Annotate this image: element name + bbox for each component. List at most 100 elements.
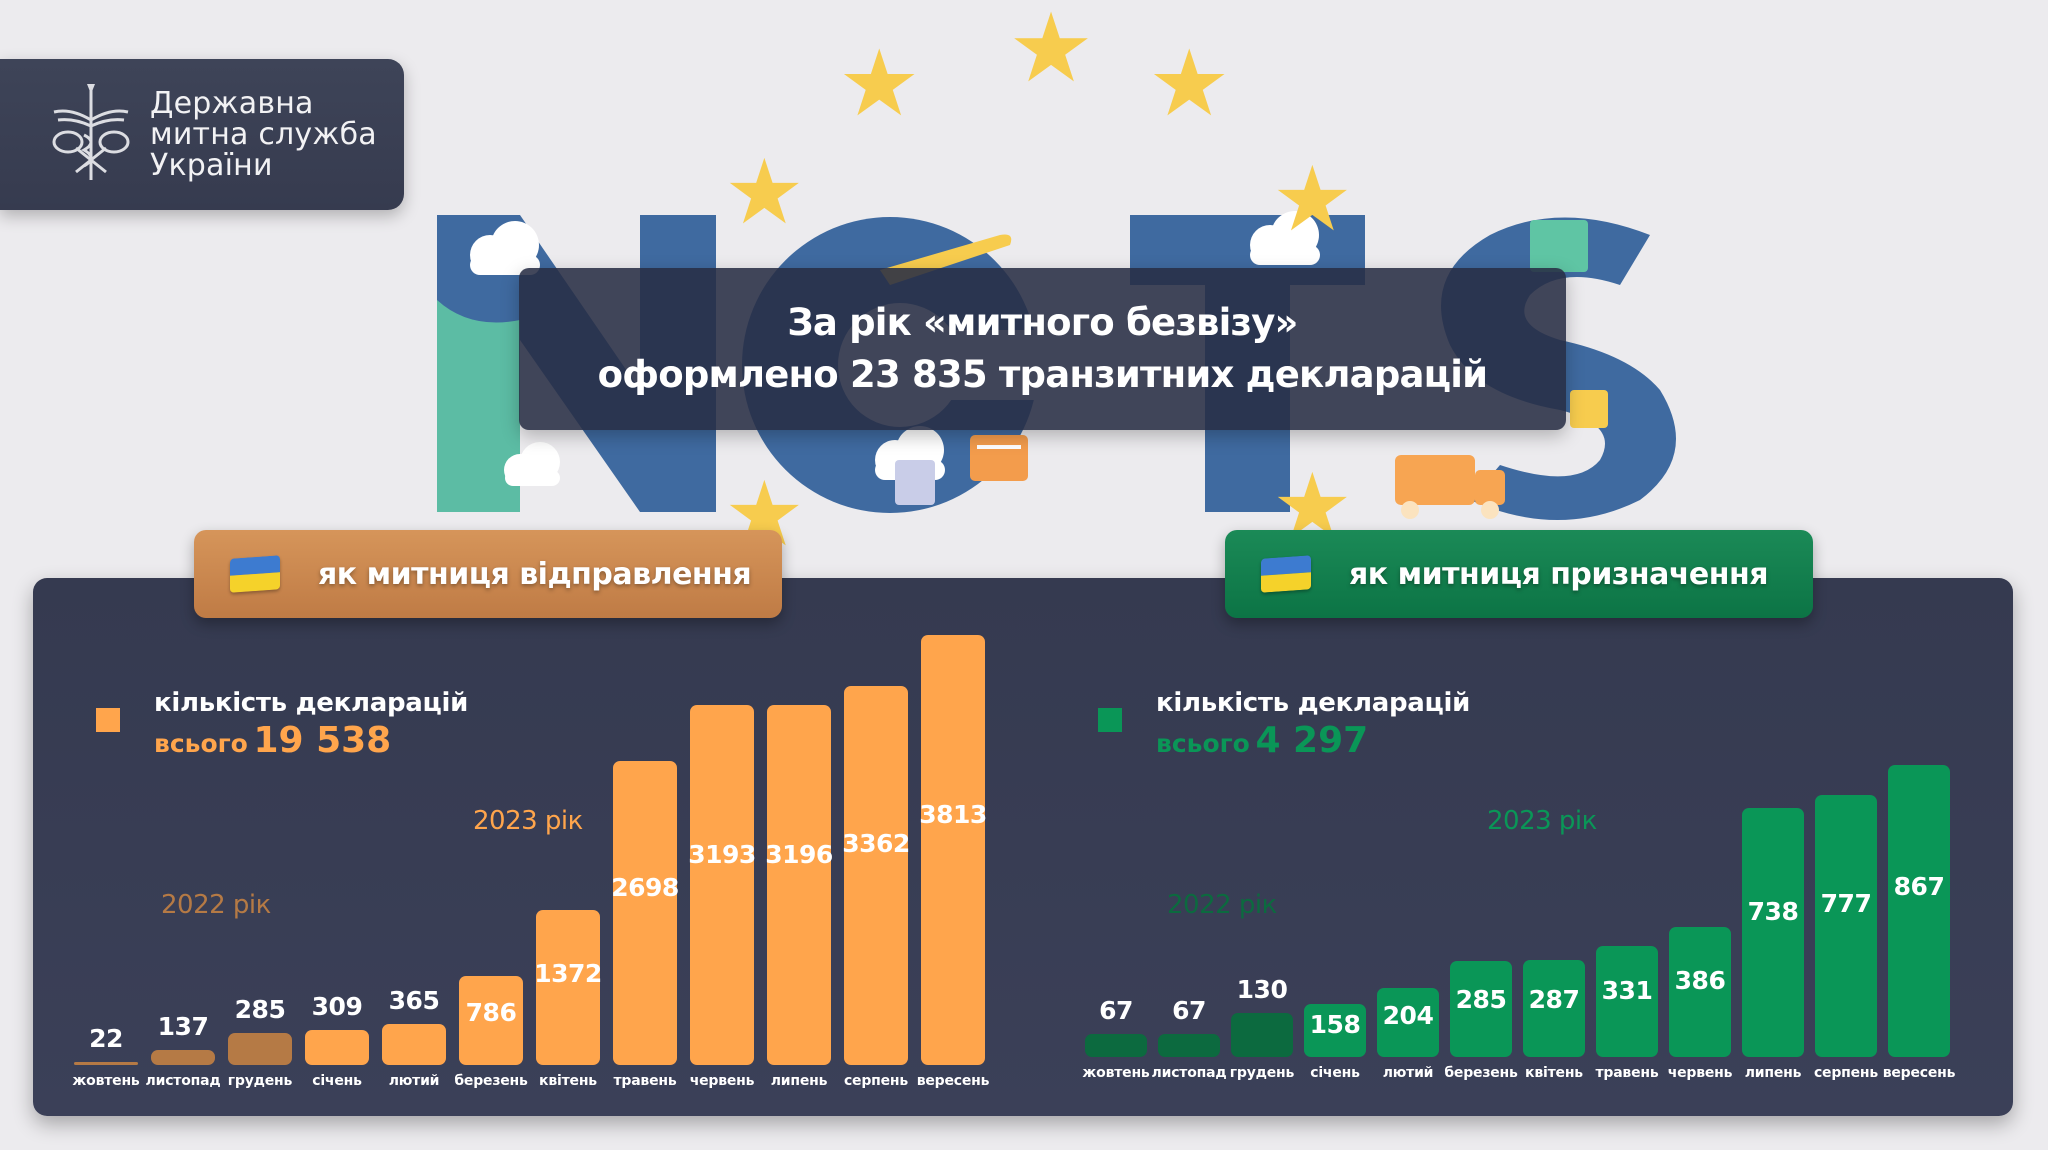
chart-bar	[1158, 1034, 1220, 1057]
bar-value-label: 204	[1382, 1001, 1434, 1031]
chart-bar	[459, 976, 523, 1065]
ukraine-flag-icon	[1261, 555, 1311, 593]
chart-bar	[921, 635, 985, 1065]
month-axis-label: жовтень	[1082, 1065, 1150, 1081]
month-axis-label: серпень	[843, 1073, 909, 1089]
ukraine-flag-icon	[230, 555, 280, 593]
chart-bar	[1888, 765, 1950, 1057]
bar-value-label: 786	[465, 997, 517, 1027]
customs-emblem-icon	[52, 83, 130, 180]
chart-bar	[690, 704, 754, 1065]
month-axis-label: грудень	[227, 1073, 293, 1089]
month-axis-label: травень	[613, 1073, 677, 1089]
chart-bar	[844, 685, 908, 1065]
destination-legend-title: кількість декларацій	[1156, 688, 1470, 718]
month-axis-label: травень	[1595, 1065, 1659, 1081]
headline-line-2: оформлено 23 835 транзитних декларацій	[597, 353, 1488, 396]
destination-year-2023-label: 2023 рік	[1487, 806, 1597, 836]
chart-bar	[1523, 960, 1585, 1057]
destination-customs-tab: як митниця призначення	[1225, 530, 1813, 618]
bar-value-label: 3193	[688, 840, 756, 870]
eu-star-icon: ★	[1272, 147, 1353, 252]
eu-star-icon: ★	[1148, 30, 1231, 137]
month-axis-label: квітень	[539, 1073, 597, 1089]
chart-bar	[228, 1032, 292, 1065]
month-axis-label: листопад	[1151, 1065, 1227, 1081]
month-axis-label: липень	[1744, 1065, 1802, 1081]
chart-bar	[74, 1062, 138, 1065]
bar-value-label: 365	[388, 985, 440, 1015]
eu-star-icon: ★	[838, 30, 921, 137]
departure-total: всього 19 538	[154, 720, 391, 761]
bar-value-label: 3813	[919, 799, 987, 829]
month-axis-label: лютий	[1382, 1065, 1434, 1081]
month-axis-label: листопад	[145, 1073, 221, 1089]
bar-value-label: 309	[311, 992, 363, 1022]
departure-total-value: 19 538	[253, 720, 392, 761]
chart-bar	[1304, 1003, 1366, 1057]
bar-value-label: 67	[1172, 996, 1206, 1026]
bar-value-label: 130	[1236, 975, 1288, 1005]
chart-bar	[1596, 945, 1658, 1057]
month-axis-label: жовтень	[72, 1073, 140, 1089]
month-axis-label: червень	[1667, 1065, 1733, 1081]
customs-service-logo-card: Державна митна служба України	[0, 59, 404, 210]
chart-bar	[1815, 795, 1877, 1057]
chart-bar	[1085, 1034, 1147, 1057]
bar-value-label: 2698	[611, 872, 679, 902]
destination-year-2022-label: 2022 рік	[1167, 890, 1277, 920]
departure-legend-title: кількість декларацій	[154, 688, 468, 718]
bar-value-label: 67	[1099, 996, 1133, 1026]
chart-bar	[1377, 988, 1439, 1057]
logo-line-3: України	[150, 148, 273, 183]
destination-total-value: 4 297	[1255, 720, 1369, 761]
bar-value-label: 331	[1601, 976, 1653, 1006]
destination-tab-label: як митниця призначення	[1349, 556, 1768, 592]
departure-tab-label: як митниця відправлення	[318, 556, 752, 592]
month-axis-label: вересень	[1882, 1065, 1956, 1081]
month-axis-label: грудень	[1229, 1065, 1295, 1081]
chart-bar	[1231, 1013, 1293, 1057]
bar-value-label: 3362	[842, 829, 910, 859]
month-axis-label: червень	[689, 1073, 755, 1089]
chart-bar	[613, 760, 677, 1065]
headline-banner: За рік «митного безвізу» оформлено 23 83…	[519, 268, 1566, 430]
legend-swatch-green	[1098, 708, 1122, 732]
chart-bar	[1742, 808, 1804, 1057]
month-axis-label: серпень	[1813, 1065, 1879, 1081]
month-axis-label: липень	[770, 1073, 828, 1089]
month-axis-label: лютий	[388, 1073, 440, 1089]
destination-total: всього 4 297	[1156, 720, 1368, 761]
bar-value-label: 867	[1893, 871, 1945, 901]
departure-year-2023-label: 2023 рік	[473, 806, 583, 836]
chart-bar	[151, 1049, 215, 1065]
bar-value-label: 386	[1674, 965, 1726, 995]
logo-line-2: митна служба	[150, 117, 377, 152]
bar-value-label: 1372	[534, 959, 602, 989]
bar-value-label: 777	[1820, 889, 1872, 919]
month-axis-label: березень	[1444, 1065, 1518, 1081]
eu-star-icon: ★	[1008, 0, 1095, 104]
departure-year-2022-label: 2022 рік	[161, 890, 271, 920]
bar-value-label: 287	[1528, 984, 1580, 1014]
bar-value-label: 738	[1747, 896, 1799, 926]
bar-value-label: 285	[234, 994, 286, 1024]
eu-star-icon: ★	[724, 140, 805, 245]
chart-bar	[1669, 926, 1731, 1057]
departure-total-prefix: всього	[154, 729, 248, 758]
logo-line-1: Державна	[150, 86, 314, 121]
month-axis-label: січень	[1310, 1065, 1360, 1081]
month-axis-label: березень	[454, 1073, 528, 1089]
bar-value-label: 158	[1309, 1010, 1361, 1040]
month-axis-label: вересень	[916, 1073, 990, 1089]
headline-line-1: За рік «митного безвізу»	[787, 301, 1298, 344]
bar-value-label: 3196	[765, 839, 833, 869]
chart-bar	[1450, 961, 1512, 1057]
month-axis-label: квітень	[1525, 1065, 1583, 1081]
month-axis-label: січень	[312, 1073, 362, 1089]
bar-value-label: 22	[89, 1024, 123, 1053]
bar-value-label: 137	[157, 1011, 209, 1041]
legend-swatch-orange	[96, 708, 120, 732]
bar-value-label: 285	[1455, 985, 1507, 1015]
chart-bar	[536, 910, 600, 1065]
